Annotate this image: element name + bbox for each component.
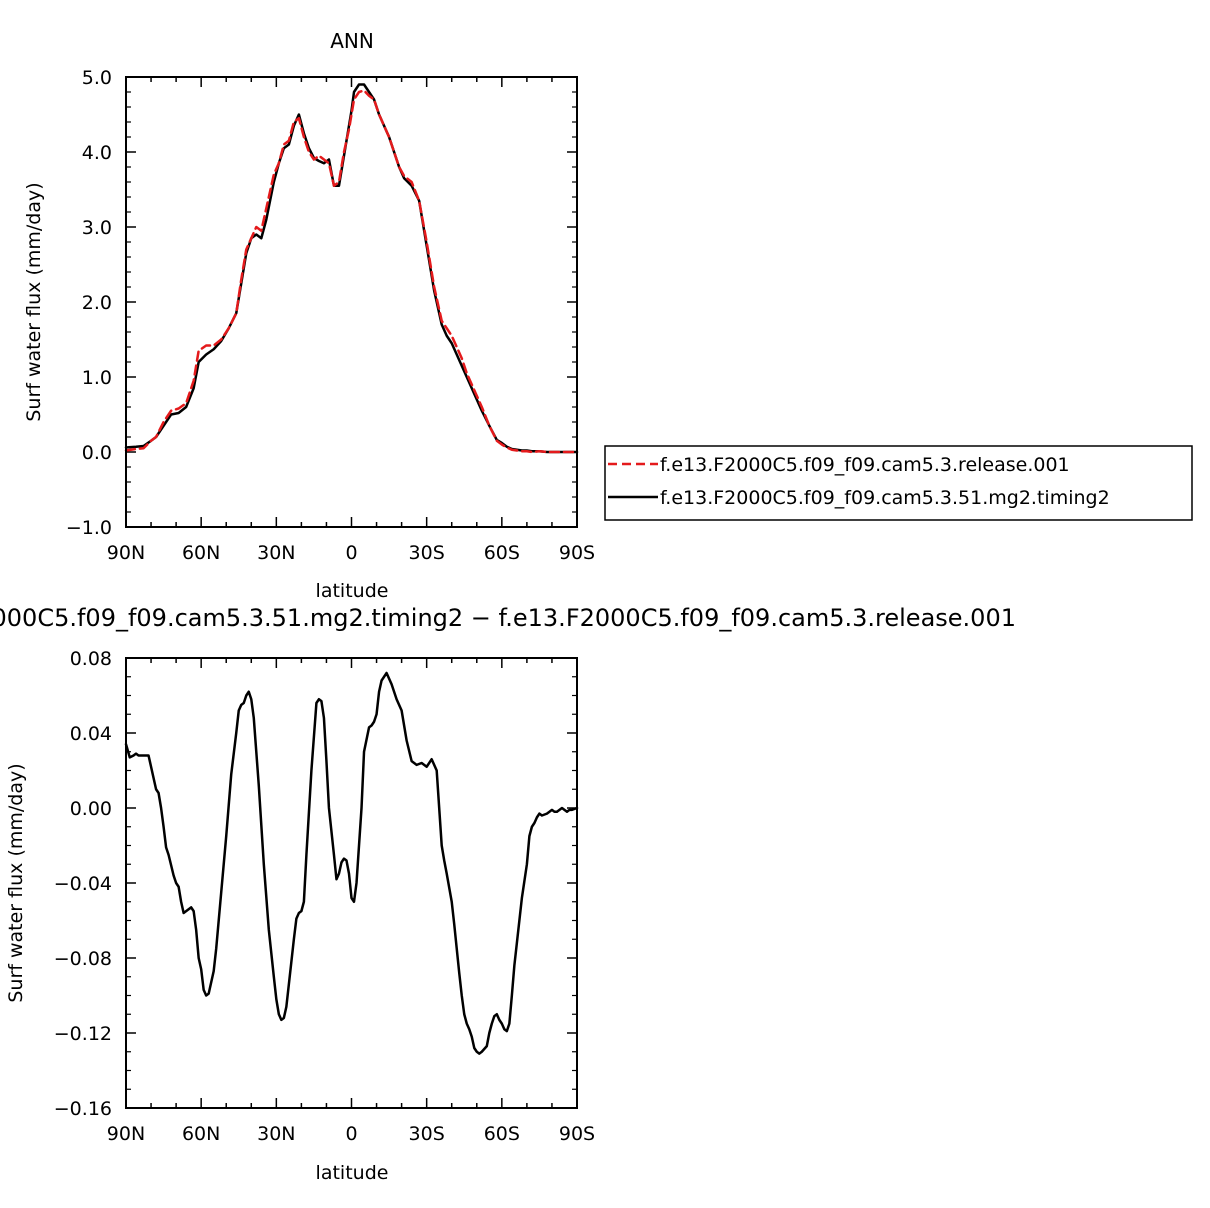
bottom-xtick-label: 0	[345, 1123, 357, 1145]
bottom-xtick-label: 90S	[559, 1123, 595, 1145]
bottom-plot-frame	[125, 657, 578, 1109]
bottom-ytick-label: −0.12	[54, 1023, 112, 1045]
top-xtick-label: 60N	[182, 542, 220, 564]
bottom-xlabel: latitude	[316, 1162, 389, 1184]
bottom-xtick-label: 90N	[107, 1123, 145, 1145]
bottom-series-line-1	[124, 671, 579, 1055]
top-xtick-label: 90S	[559, 542, 595, 564]
bottom-xtick-label: 60S	[484, 1123, 520, 1145]
top-series	[124, 83, 579, 454]
top-ytick-label: 5.0	[82, 67, 112, 89]
top-xtick-label: 30N	[257, 542, 295, 564]
top-plot-frame	[125, 76, 578, 528]
bottom-series	[124, 671, 579, 1055]
top-panel: ANN Surf water flux (mm/day) latitude 90…	[23, 29, 595, 602]
top-ytick-label: 1.0	[82, 367, 112, 389]
bottom-ylabel: Surf water flux (mm/day)	[5, 763, 27, 1002]
bottom-ytick-label: 0.00	[70, 798, 112, 820]
legend-box	[604, 445, 1193, 521]
legend-label-timing2: f.e13.F2000C5.f09_f09.cam5.3.51.mg2.timi…	[660, 487, 1110, 509]
top-title: ANN	[330, 29, 374, 53]
bottom-panel: f.e13.F2000C5.f09_f09.cam5.3.51.mg2.timi…	[0, 604, 1016, 1184]
top-ytick-label: 3.0	[82, 217, 112, 239]
top-ytick-label: 0.0	[82, 442, 112, 464]
bottom-xtick-label: 30N	[257, 1123, 295, 1145]
bottom-xtick-label: 30S	[409, 1123, 445, 1145]
top-xtick-label: 30S	[409, 542, 445, 564]
top-xtick-label: 90N	[107, 542, 145, 564]
bottom-title: f.e13.F2000C5.f09_f09.cam5.3.51.mg2.timi…	[0, 604, 1016, 632]
bottom-ytick-label: −0.16	[54, 1098, 112, 1120]
top-xlabel: latitude	[316, 580, 389, 602]
legend-label-release: f.e13.F2000C5.f09_f09.cam5.3.release.001	[660, 454, 1070, 476]
bottom-ytick-label: −0.04	[54, 873, 112, 895]
top-series-line-2	[124, 83, 579, 454]
top-ytick-label: −1.0	[66, 517, 112, 539]
top-series-line-1	[124, 89, 579, 454]
bottom-ytick-label: 0.08	[70, 648, 112, 670]
top-ticks: 90N 60N 30N 0 30S 60S 90S 5.0 4.0 3.0 2.0 1.0 0.0 −1.…	[66, 67, 595, 564]
bottom-ytick-label: 0.04	[70, 723, 112, 745]
top-xtick-label: 0	[345, 542, 357, 564]
bottom-ytick-label: −0.08	[54, 948, 112, 970]
top-ylabel: Surf water flux (mm/day)	[23, 182, 45, 421]
top-ytick-label: 2.0	[82, 292, 112, 314]
legend: f.e13.F2000C5.f09_f09.cam5.3.release.001…	[604, 445, 1193, 521]
bottom-xtick-label: 60N	[182, 1123, 220, 1145]
top-xtick-label: 60S	[484, 542, 520, 564]
top-ytick-label: 4.0	[82, 142, 112, 164]
